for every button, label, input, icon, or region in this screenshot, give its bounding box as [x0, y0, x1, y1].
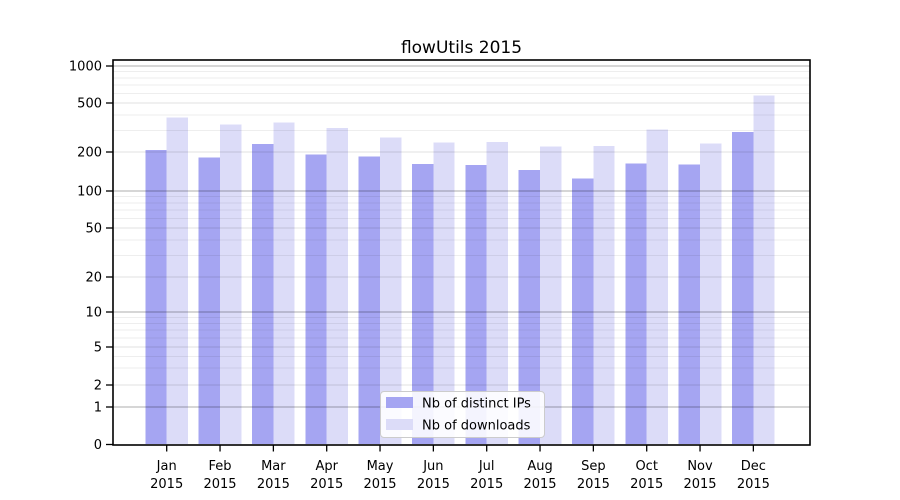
y-tick-label: 10	[85, 306, 102, 321]
y-tick-label: 20	[85, 271, 102, 286]
chart-title: flowUtils 2015	[401, 38, 522, 58]
x-tick-label-month: Feb	[209, 459, 232, 474]
legend-swatch-downloads	[386, 419, 413, 430]
bar-mar-distinct-ips	[252, 144, 274, 445]
x-tick-label-year: 2015	[470, 477, 503, 492]
bar-jun-downloads	[433, 142, 455, 445]
legend-swatch-distinct-ips	[386, 397, 413, 408]
x-tick-label-year: 2015	[577, 477, 610, 492]
y-tick-label: 2	[94, 379, 102, 394]
x-tick-label-year: 2015	[523, 477, 556, 492]
x-tick-label-year: 2015	[683, 477, 716, 492]
y-tick-label: 50	[85, 222, 102, 237]
y-tick-label: 100	[77, 185, 102, 200]
x-tick-label-month: Aug	[527, 459, 552, 474]
bar-aug-downloads	[540, 146, 562, 445]
x-tick-label-year: 2015	[203, 477, 236, 492]
bar-feb-distinct-ips	[198, 157, 221, 445]
x-tick-label-month: Mar	[261, 459, 286, 474]
x-tick-label-month: Jan	[156, 459, 177, 474]
plot-border	[112, 59, 811, 446]
bar-may-distinct-ips	[358, 156, 381, 445]
bar-jun-distinct-ips	[412, 164, 434, 445]
bar-oct-distinct-ips	[625, 163, 647, 445]
bar-sep-downloads	[593, 145, 615, 445]
x-tick-label-year: 2015	[417, 477, 450, 492]
y-tick-label: 5	[94, 341, 102, 356]
legend-box	[380, 391, 545, 438]
x-tick-label-month: Nov	[687, 459, 713, 474]
bar-jan-distinct-ips	[145, 149, 167, 445]
legend-label-downloads: Nb of downloads	[422, 419, 531, 434]
bar-apr-distinct-ips	[305, 154, 327, 445]
bar-jul-distinct-ips	[465, 164, 487, 445]
bar-jul-downloads	[486, 141, 509, 445]
bar-nov-distinct-ips	[678, 164, 701, 445]
y-tick-label: 1	[94, 401, 102, 416]
bar-sep-distinct-ips	[572, 178, 594, 445]
y-tick-label: 1000	[69, 60, 102, 75]
bar-nov-downloads	[700, 143, 722, 445]
x-tick-label-year: 2015	[737, 477, 770, 492]
x-tick-label-year: 2015	[363, 477, 396, 492]
bar-dec-distinct-ips	[732, 131, 754, 445]
bar-aug-distinct-ips	[518, 170, 541, 445]
x-tick-label-month: May	[367, 459, 394, 474]
bar-jan-downloads	[166, 117, 189, 445]
x-tick-label-month: Apr	[315, 459, 338, 474]
x-tick-label-year: 2015	[150, 477, 183, 492]
x-tick-label-year: 2015	[310, 477, 343, 492]
x-tick-label-year: 2015	[257, 477, 290, 492]
bar-mar-downloads	[273, 122, 295, 445]
bar-apr-downloads	[326, 128, 349, 445]
x-tick-label-month: Sep	[581, 459, 606, 474]
bar-oct-downloads	[646, 129, 669, 445]
y-tick-label: 500	[77, 97, 102, 112]
bar-dec-downloads	[753, 95, 775, 445]
x-tick-label-month: Jun	[422, 459, 443, 474]
y-tick-label: 0	[94, 438, 102, 453]
bar-feb-downloads	[220, 124, 242, 445]
x-tick-label-month: Dec	[741, 459, 766, 474]
x-tick-label-month: Jul	[478, 459, 495, 474]
y-tick-label: 200	[77, 146, 102, 161]
x-tick-label-month: Oct	[635, 459, 657, 474]
bar-may-downloads	[380, 137, 402, 445]
x-tick-label-year: 2015	[630, 477, 663, 492]
legend-label-distinct-ips: Nb of distinct IPs	[422, 397, 531, 412]
